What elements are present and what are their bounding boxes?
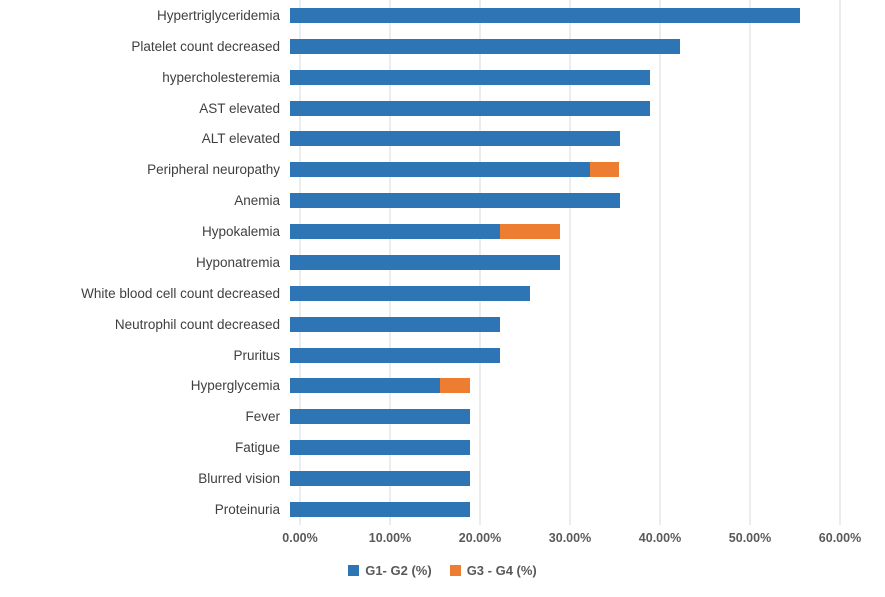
- legend-item: G1- G2 (%): [348, 563, 432, 578]
- plot-area: Hypertriglyceridemia Platelet count decre…: [0, 0, 885, 525]
- bar-track: [290, 378, 830, 394]
- category-label: hypercholesteremia: [162, 69, 280, 85]
- category-label: Hypokalemia: [201, 224, 280, 240]
- bar-track: [290, 38, 830, 54]
- category-label: Hypertriglyceridemia: [156, 7, 280, 23]
- bar-segment-g1-g2: [290, 409, 470, 425]
- bar-track: [290, 316, 830, 332]
- bar-segment-g1-g2: [290, 224, 500, 240]
- bar-segment-g1-g2: [290, 162, 590, 178]
- bar-segment-g3-g4: [589, 162, 620, 178]
- category-label: Fever: [245, 409, 280, 425]
- chart-row: Hyponatremia: [0, 247, 885, 278]
- gridline: [749, 0, 751, 525]
- chart-row: Platelet count decreased: [0, 31, 885, 62]
- bar-segment-g1-g2: [290, 193, 621, 209]
- chart-row: Fever: [0, 401, 885, 432]
- x-tick-label: 10.00%: [368, 531, 412, 545]
- chart-row: Pruritus: [0, 340, 885, 371]
- bar-track: [290, 7, 830, 23]
- chart-row: AST elevated: [0, 93, 885, 124]
- chart-row: Hypertriglyceridemia: [0, 0, 885, 31]
- category-label: Blurred vision: [198, 471, 280, 487]
- chart-row: Blurred vision: [0, 463, 885, 494]
- bar-segment-g1-g2: [290, 38, 680, 54]
- category-label: Hyponatremia: [195, 254, 280, 270]
- x-tick-label: 20.00%: [458, 531, 502, 545]
- chart-row: Hypokalemia: [0, 216, 885, 247]
- category-label: White blood cell count decreased: [81, 285, 280, 301]
- bar-segment-g1-g2: [290, 285, 531, 301]
- legend-marker-icon: [449, 565, 461, 576]
- gridline: [569, 0, 571, 525]
- legend-item: G3 - G4 (%): [449, 563, 537, 578]
- legend: G1- G2 (%) G3 - G4 (%): [0, 563, 885, 578]
- category-label: AST elevated: [199, 100, 280, 116]
- bar-track: [290, 100, 830, 116]
- bar-track: [290, 285, 830, 301]
- legend-label: G3 - G4 (%): [466, 563, 537, 578]
- bar-track: [290, 501, 830, 517]
- bar-segment-g1-g2: [290, 501, 470, 517]
- chart-row: ALT elevated: [0, 124, 885, 155]
- bar-segment-g1-g2: [290, 471, 470, 487]
- category-label: Proteinuria: [214, 501, 280, 517]
- gridline: [659, 0, 661, 525]
- legend-marker-icon: [348, 565, 360, 576]
- chart-row: Proteinuria: [0, 494, 885, 525]
- category-label: Pruritus: [233, 347, 280, 363]
- bar-segment-g1-g2: [290, 131, 621, 147]
- bar-track: [290, 224, 830, 240]
- x-tick-label: 40.00%: [638, 531, 682, 545]
- category-label: Fatigue: [234, 440, 280, 456]
- bar-track: [290, 409, 830, 425]
- category-label: ALT elevated: [201, 131, 280, 147]
- chart-row: hypercholesteremia: [0, 62, 885, 93]
- category-label: Neutrophil count decreased: [114, 316, 280, 332]
- gridline: [839, 0, 841, 525]
- bar-segment-g1-g2: [290, 254, 560, 270]
- chart-row: Neutrophil count decreased: [0, 309, 885, 340]
- bar-track: [290, 69, 830, 85]
- chart-row: Anemia: [0, 185, 885, 216]
- category-label: Anemia: [234, 193, 280, 209]
- bar-segment-g1-g2: [290, 440, 470, 456]
- chart-row: Hyperglycemia: [0, 371, 885, 402]
- bar-track: [290, 440, 830, 456]
- x-tick-label: 60.00%: [818, 531, 862, 545]
- legend-label: G1- G2 (%): [365, 563, 432, 578]
- bar-segment-g1-g2: [290, 100, 650, 116]
- bar-segment-g1-g2: [290, 378, 441, 394]
- category-label: Peripheral neuropathy: [147, 162, 280, 178]
- category-label: Platelet count decreased: [131, 38, 280, 54]
- bar-segment-g3-g4: [440, 378, 470, 394]
- chart-row: White blood cell count decreased: [0, 278, 885, 309]
- x-axis: 0.00% 10.00% 20.00% 30.00% 40.00% 50.00% 60.00…: [282, 531, 861, 549]
- bar-segment-g1-g2: [290, 316, 500, 332]
- bar-track: [290, 254, 830, 270]
- chart-row: Fatigue: [0, 432, 885, 463]
- x-tick-label: 50.00%: [728, 531, 772, 545]
- bar-segment-g1-g2: [290, 347, 500, 363]
- x-tick-label: 0.00%: [282, 531, 318, 545]
- bar-track: [290, 347, 830, 363]
- bar-track: [290, 193, 830, 209]
- bar-track: [290, 131, 830, 147]
- bar-segment-g1-g2: [290, 69, 650, 85]
- bar-segment-g1-g2: [290, 7, 801, 23]
- chart-row: Peripheral neuropathy: [0, 154, 885, 185]
- bar-track: [290, 471, 830, 487]
- x-tick-label: 30.00%: [548, 531, 592, 545]
- bar-track: [290, 162, 830, 178]
- bar-segment-g3-g4: [499, 224, 560, 240]
- category-label: Hyperglycemia: [190, 378, 280, 394]
